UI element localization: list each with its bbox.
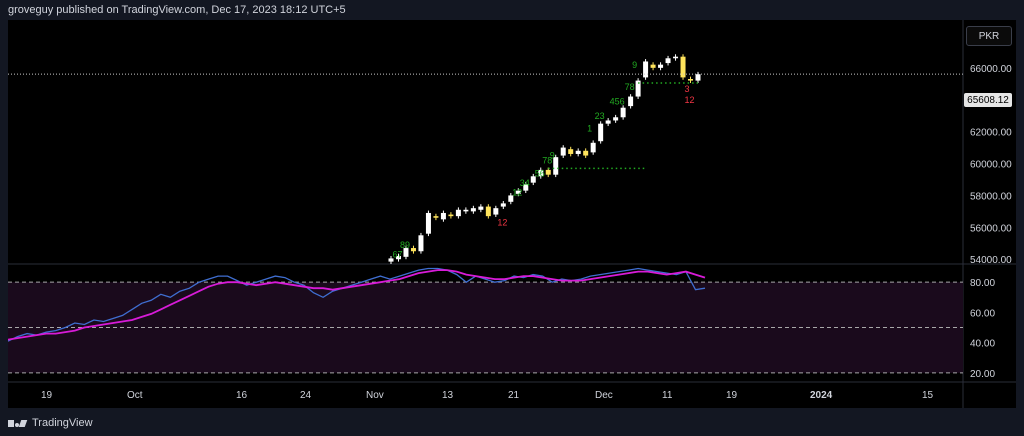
time-tick-label: 13 — [442, 390, 454, 401]
count-label: 78 — [625, 82, 635, 92]
count-label: 12 — [497, 218, 507, 228]
candle-body — [425, 212, 431, 234]
time-tick-label: 19 — [41, 390, 53, 401]
candle-body — [440, 212, 446, 220]
candle-body — [478, 206, 484, 210]
last-price-label: 65608.12 — [964, 93, 1012, 107]
rsi-fast-line — [7, 267, 706, 342]
candle-body — [470, 208, 476, 212]
time-tick-label: 16 — [236, 390, 248, 401]
candle-body — [598, 123, 604, 142]
count-label: 12 — [512, 187, 522, 197]
candle-body — [530, 176, 536, 183]
candle-body — [500, 203, 506, 207]
count-label: 67 — [392, 250, 402, 260]
candle-body — [568, 149, 574, 154]
rsi-slow-line — [7, 269, 706, 341]
candle-body — [448, 214, 454, 217]
chart-svg[interactable]: 54000.00 56000.00 58000.00 60000.00 62000.00… — [7, 20, 1016, 408]
price-tick-label: 62000.00 — [970, 128, 1012, 139]
time-tick-label: Dec — [595, 390, 613, 401]
currency-button[interactable]: PKR — [966, 26, 1012, 46]
count-label: 89 — [400, 240, 410, 250]
count-label: 12 — [685, 95, 695, 105]
candle-body — [673, 56, 679, 59]
time-tick-label: 19 — [726, 390, 738, 401]
time-tick-label: 15 — [922, 390, 934, 401]
candle-body — [545, 169, 551, 175]
price-tick-label: 60000.00 — [970, 160, 1012, 171]
tradingview-logo-icon — [8, 419, 28, 427]
candle-body — [605, 120, 611, 124]
count-label: 34 — [520, 178, 530, 188]
candle-body — [635, 80, 641, 97]
count-label: 56 — [535, 168, 545, 178]
rsi-tick-label: 40.00 — [970, 339, 995, 350]
time-tick-label: 24 — [300, 390, 312, 401]
candle-body — [388, 258, 394, 262]
candle-body — [613, 117, 619, 121]
rsi-tick-label: 80.00 — [970, 278, 995, 289]
candle-body — [410, 248, 416, 252]
candle-body — [575, 150, 581, 154]
chart-panel[interactable]: 54000.00 56000.00 58000.00 60000.00 62000.00… — [7, 20, 1016, 408]
candle-body — [403, 248, 409, 257]
candle-body — [523, 184, 529, 191]
candle-body — [583, 150, 589, 156]
count-label: 9 — [550, 151, 555, 161]
footer-brand: TradingView — [32, 417, 93, 429]
candle-body — [658, 64, 664, 68]
candle-body — [418, 235, 424, 252]
price-tick-label: 56000.00 — [970, 223, 1012, 234]
candle-body — [493, 208, 499, 215]
rsi-tick-label: 20.00 — [970, 369, 995, 380]
candle-body — [650, 64, 656, 68]
count-label: 78 — [542, 156, 552, 166]
count-label: 9 — [632, 60, 637, 70]
price-tick-label: 58000.00 — [970, 191, 1012, 202]
candle-body — [680, 56, 686, 78]
time-tick-label: 2024 — [810, 390, 833, 401]
candle-body — [455, 209, 461, 217]
candle-body — [665, 58, 671, 64]
candle-body — [560, 147, 566, 156]
candle-body — [485, 206, 491, 217]
price-tick-label: 66000.00 — [970, 64, 1012, 75]
time-tick-label: Oct — [127, 390, 143, 401]
candle-body — [695, 74, 701, 81]
candle-body — [590, 142, 596, 153]
rsi-tick-label: 60.00 — [970, 308, 995, 319]
price-tick-label: 54000.00 — [970, 255, 1012, 266]
time-tick-label: 11 — [662, 390, 673, 401]
time-tick-label: 21 — [508, 390, 520, 401]
footer: TradingView — [8, 413, 93, 433]
candle-body — [515, 190, 521, 194]
candle-body — [628, 96, 634, 107]
candle-body — [538, 169, 544, 177]
count-label: 1 — [587, 124, 592, 134]
count-label: 456 — [610, 97, 625, 107]
candle-body — [395, 256, 401, 260]
candle-body — [620, 107, 626, 118]
time-tick-label: Nov — [366, 390, 384, 401]
candle-body — [688, 79, 694, 81]
candle-body — [643, 61, 649, 78]
candle-body — [463, 209, 469, 212]
count-label: 23 — [595, 111, 605, 121]
candle-body — [433, 216, 439, 218]
publish-header: groveguy published on TradingView.com, D… — [8, 4, 346, 16]
candle-body — [553, 157, 559, 175]
candle-body — [508, 195, 514, 202]
count-label: 3 — [685, 84, 690, 94]
